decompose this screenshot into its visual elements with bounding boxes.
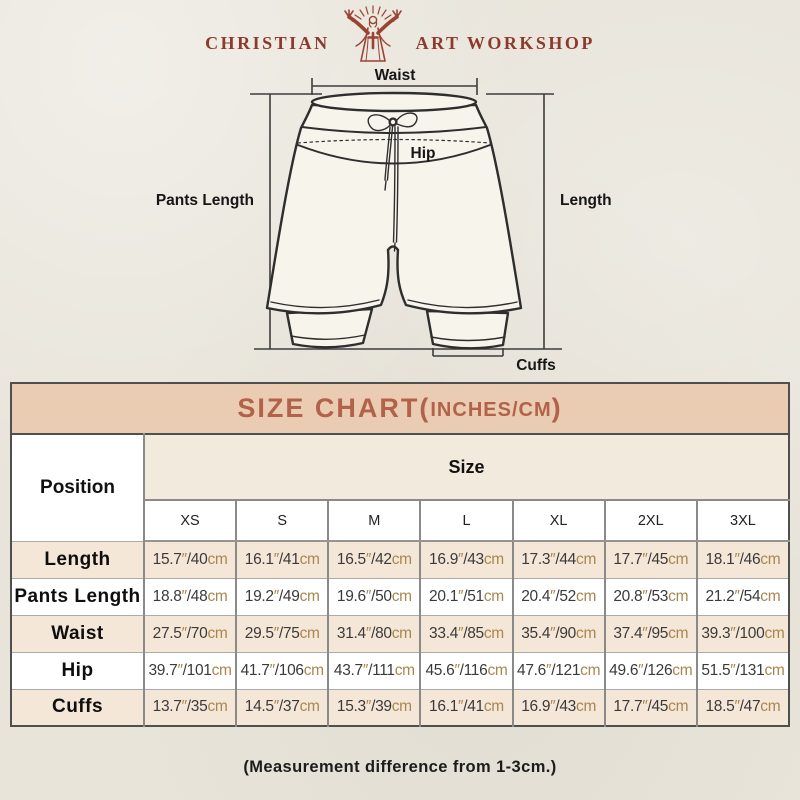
measurement-cell: 29.5″/75cm (235, 614, 329, 652)
measurement-cell: 13.7″/35cm (144, 688, 237, 726)
brand-name-right: ART WORKSHOP (415, 32, 595, 53)
measurement-cell: 19.6″/50cm (327, 577, 421, 615)
measurement-cell: 16.1″/41cm (235, 540, 329, 578)
measurement-cell: 35.4″/90cm (511, 614, 605, 652)
measurement-row: Waist 27.5″/70cm 29.5″/75cm 31.4″/80cm 33.4″… (11, 614, 789, 652)
pants-length-label: Pants Length (156, 192, 254, 209)
measurement-cell: 47.6″/121cm (511, 651, 605, 689)
measurement-row: Length 15.7″/40cm 16.1″/41cm 16.5″/42cm 16.9… (11, 540, 789, 578)
measurement-cell: 20.1″/51cm (419, 577, 513, 615)
position-header: Position (11, 434, 145, 541)
row-label: Waist (11, 614, 145, 652)
waist-label: Waist (375, 67, 416, 84)
size-header: Size (144, 434, 789, 501)
measurement-cell: 17.3″/44cm (511, 540, 605, 578)
measurement-cell: 45.6″/116cm (419, 651, 513, 689)
measurement-cell: 43.7″/111cm (327, 651, 421, 689)
row-label: Length (11, 540, 145, 578)
measurement-cell: 31.4″/80cm (327, 614, 421, 652)
measurement-cell: 14.5″/37cm (235, 688, 329, 726)
measurement-cell: 20.8″/53cm (603, 577, 697, 615)
measurement-row: Hip 39.7″/101cm 41.7″/106cm 43.7″/111cm 45.6… (11, 651, 789, 689)
size-chart-section: SIZE CHART(INCHES/CM) Position Size XS S M… (10, 382, 790, 727)
measurement-cell: 39.3″/100cm (695, 614, 789, 652)
measurement-cell: 49.6″/126cm (603, 651, 697, 689)
size-chart-title: SIZE CHART( (237, 393, 431, 423)
size-chart-title-units: INCHES/CM (430, 398, 552, 421)
measurement-note: (Measurement difference from 1-3cm.) (243, 758, 557, 776)
measurement-cell: 17.7″/45cm (603, 688, 697, 726)
measurement-cell: 17.7″/45cm (603, 540, 697, 578)
measurement-cell: 18.5″/47cm (695, 688, 789, 726)
liner-cuffs (285, 307, 510, 350)
size-col-2xl: 2XL (603, 500, 697, 542)
measurement-cell: 51.5″/131cm (695, 651, 789, 689)
measurement-cell: 33.4″/85cm (419, 614, 513, 652)
size-chart-title-close: ) (551, 393, 563, 423)
measurement-row: Cuffs 13.7″/35cm 14.5″/37cm 15.3″/39cm 16.1″… (11, 688, 789, 726)
shorts-outline (265, 91, 523, 315)
drawstring (367, 112, 418, 252)
measurement-cell: 18.8″/48cm (144, 577, 237, 615)
measurement-cell: 16.9″/43cm (511, 688, 605, 726)
size-col-m: M (327, 500, 421, 542)
size-col-3xl: 3XL (695, 500, 789, 542)
jesus-figure-icon (338, 3, 408, 65)
measurement-cell: 15.3″/39cm (327, 688, 421, 726)
hip-label: Hip (411, 145, 436, 162)
size-col-xl: XL (511, 500, 605, 542)
measurement-cell: 37.4″/95cm (603, 614, 697, 652)
brand-logo: CHRISTIAN (0, 2, 800, 66)
size-col-xs: XS (144, 500, 237, 542)
measurement-row: Pants Length 18.8″/48cm 19.2″/49cm 19.6″/50… (11, 577, 789, 615)
size-col-s: S (235, 500, 329, 542)
size-table: Position Size XS S M L XL 2XL 3XL Length 15.7″/… (10, 433, 790, 727)
size-chart-title-banner: SIZE CHART(INCHES/CM) (10, 382, 790, 433)
row-label: Pants Length (11, 577, 145, 615)
size-col-l: L (419, 500, 513, 542)
shorts-measurement-diagram: Waist Hip Pants Length Length Cuffs (150, 60, 650, 382)
row-label: Hip (11, 651, 145, 689)
measurement-cell: 16.1″/41cm (419, 688, 513, 726)
measurement-cell: 39.7″/101cm (144, 651, 237, 689)
measurement-cell: 16.9″/43cm (419, 540, 513, 578)
size-labels-row: XS S M L XL 2XL 3XL (11, 500, 789, 542)
row-label: Cuffs (11, 688, 145, 726)
measurement-cell: 27.5″/70cm (144, 614, 237, 652)
measurement-cell: 20.4″/52cm (511, 577, 605, 615)
brand-name-left: CHRISTIAN (205, 32, 330, 53)
dimension-lines (250, 78, 562, 357)
length-label: Length (560, 192, 612, 209)
measurement-cell: 41.7″/106cm (235, 651, 329, 689)
measurement-cell: 16.5″/42cm (327, 540, 421, 578)
measurement-cell: 15.7″/40cm (144, 540, 237, 578)
cuffs-label: Cuffs (516, 357, 556, 374)
measurement-cell: 18.1″/46cm (695, 540, 789, 578)
measurement-cell: 21.2″/54cm (695, 577, 789, 615)
measurement-cell: 19.2″/49cm (235, 577, 329, 615)
